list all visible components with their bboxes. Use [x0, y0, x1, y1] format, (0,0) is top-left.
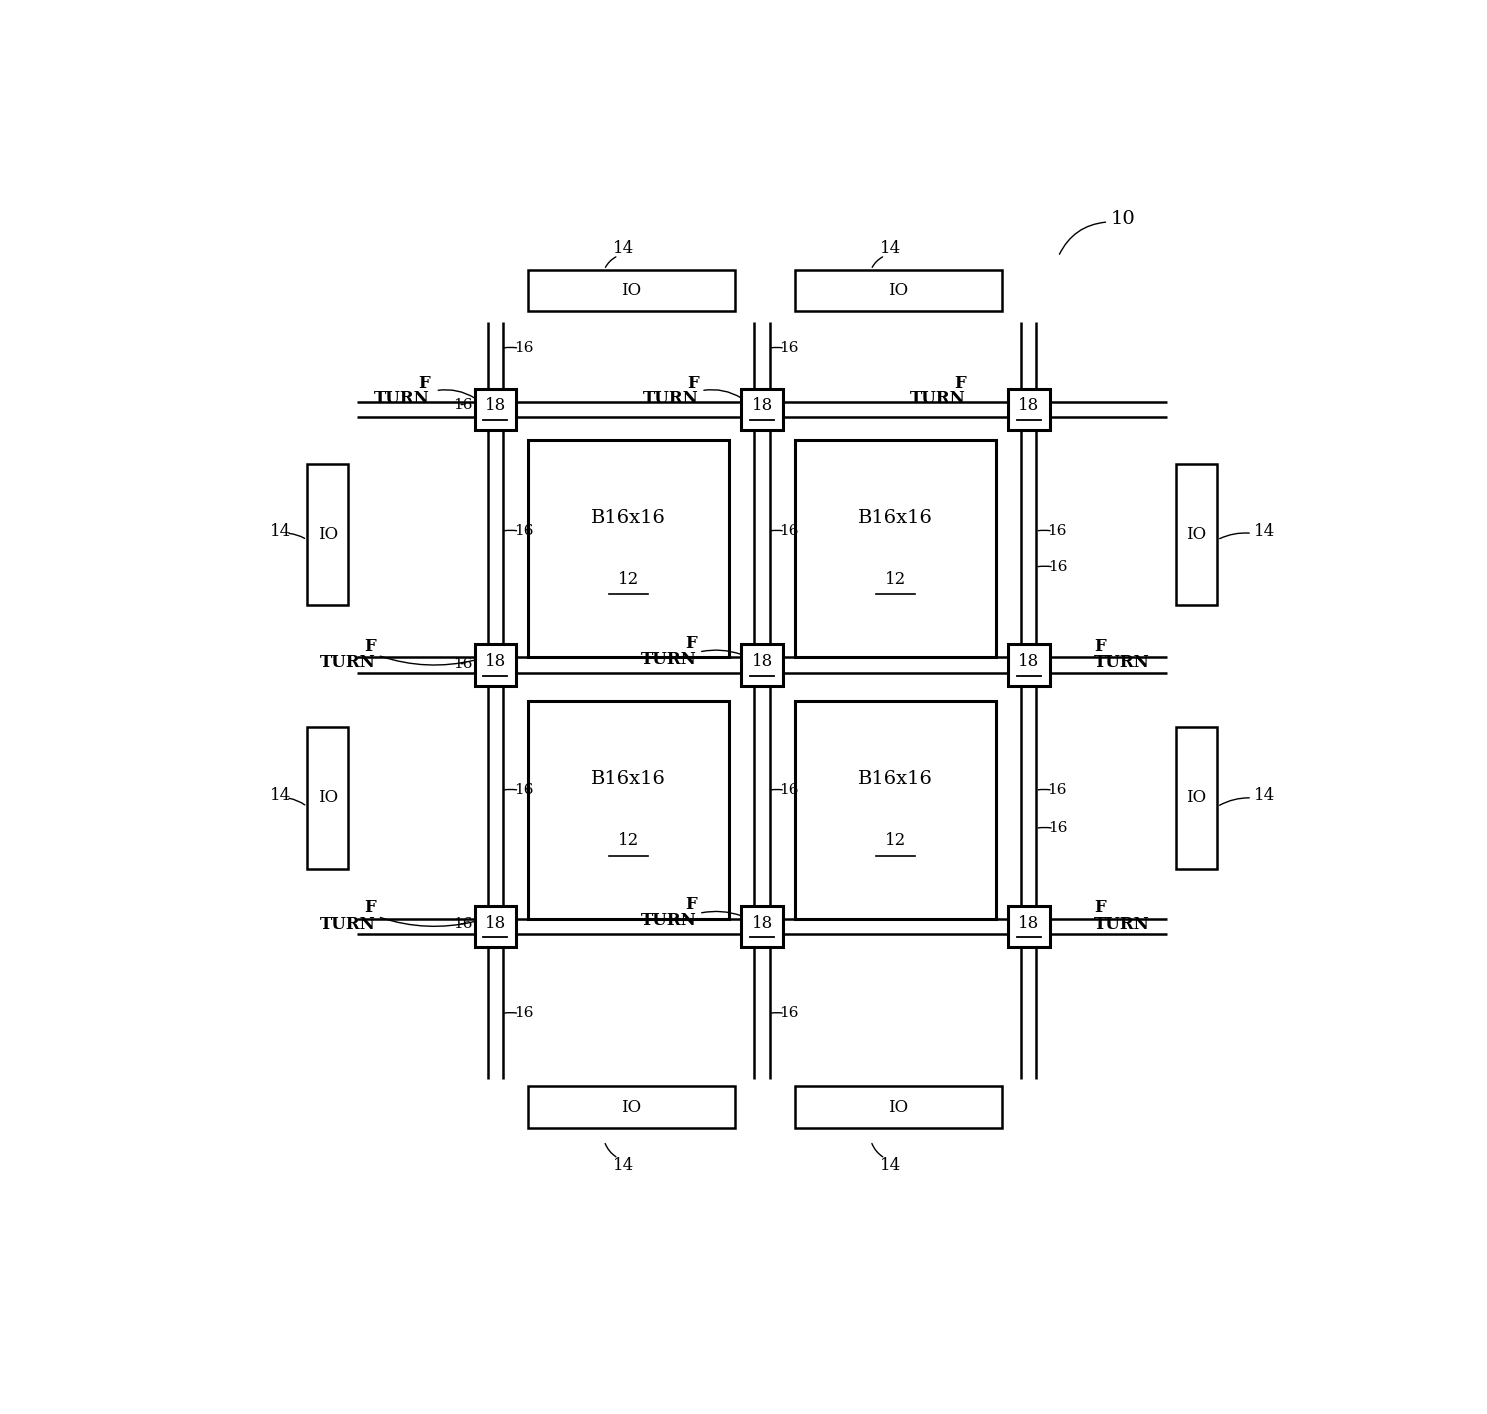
Text: 16: 16 [1047, 525, 1066, 539]
Text: 14: 14 [1254, 788, 1276, 805]
Text: F: F [1094, 638, 1106, 655]
Text: B16x16: B16x16 [592, 771, 666, 789]
Text: IO: IO [318, 789, 338, 806]
Text: 16: 16 [454, 658, 473, 672]
Text: F: F [364, 638, 376, 655]
Text: 14: 14 [1254, 523, 1276, 540]
Text: TURN: TURN [320, 916, 376, 933]
Text: 14: 14 [271, 788, 291, 805]
Text: 16: 16 [1048, 822, 1068, 836]
Text: 16: 16 [779, 783, 799, 797]
Text: TURN: TURN [1094, 655, 1149, 672]
Text: 14: 14 [880, 1158, 901, 1175]
Bar [1008, 645, 1050, 686]
Text: 18: 18 [751, 653, 773, 670]
Text: IO: IO [1187, 789, 1206, 806]
Text: 18: 18 [1019, 915, 1039, 932]
Text: 18: 18 [485, 397, 506, 414]
Text: 18: 18 [1019, 653, 1039, 670]
Bar [528, 270, 735, 311]
Text: F: F [686, 635, 697, 652]
Text: 16: 16 [515, 525, 534, 539]
Text: 16: 16 [515, 783, 534, 797]
Text: F: F [686, 896, 697, 913]
Bar [528, 1086, 735, 1128]
Text: 18: 18 [751, 915, 773, 932]
Text: 16: 16 [515, 341, 534, 355]
Text: 10: 10 [1111, 209, 1135, 228]
Text: B16x16: B16x16 [858, 771, 932, 789]
Bar [474, 645, 516, 686]
Bar [794, 701, 996, 919]
Text: 16: 16 [1048, 560, 1068, 574]
Text: 18: 18 [1019, 397, 1039, 414]
Text: F: F [1094, 899, 1106, 916]
Text: 18: 18 [485, 915, 506, 932]
Text: 18: 18 [751, 397, 773, 414]
Bar [306, 464, 348, 605]
Text: IO: IO [888, 281, 909, 298]
Bar [474, 906, 516, 947]
Text: 14: 14 [271, 523, 291, 540]
Text: 14: 14 [613, 1158, 635, 1175]
Bar [528, 440, 730, 658]
Text: IO: IO [622, 1099, 641, 1116]
Text: 12: 12 [619, 831, 639, 848]
Bar [1008, 389, 1050, 430]
Text: TURN: TURN [375, 390, 430, 407]
Text: 14: 14 [613, 239, 635, 256]
Text: B16x16: B16x16 [858, 509, 932, 527]
Text: IO: IO [1187, 526, 1206, 543]
Text: 16: 16 [515, 1007, 534, 1021]
Bar [742, 645, 782, 686]
Text: TURN: TURN [320, 655, 376, 672]
Text: 16: 16 [454, 918, 473, 932]
Text: IO: IO [318, 526, 338, 543]
Text: 12: 12 [885, 571, 906, 588]
Text: F: F [955, 375, 965, 392]
Bar [1176, 727, 1218, 868]
Bar [306, 727, 348, 868]
Text: 16: 16 [779, 525, 799, 539]
Text: TURN: TURN [1094, 916, 1149, 933]
Text: IO: IO [622, 281, 641, 298]
Text: 14: 14 [880, 239, 901, 256]
Bar [742, 389, 782, 430]
Text: F: F [364, 899, 376, 916]
Text: TURN: TURN [641, 912, 697, 929]
Text: F: F [687, 375, 699, 392]
Bar [794, 270, 1002, 311]
Bar [528, 701, 730, 919]
Bar [474, 389, 516, 430]
Text: F: F [418, 375, 430, 392]
Text: IO: IO [888, 1099, 909, 1116]
Text: TURN: TURN [641, 650, 697, 669]
Bar [1008, 906, 1050, 947]
Bar [794, 440, 996, 658]
Text: 12: 12 [885, 831, 906, 848]
Text: 16: 16 [1047, 783, 1066, 797]
Bar [742, 906, 782, 947]
Text: 16: 16 [454, 397, 473, 411]
Bar [794, 1086, 1002, 1128]
Text: 16: 16 [779, 1007, 799, 1021]
Text: TURN: TURN [644, 390, 699, 407]
Text: TURN: TURN [910, 390, 965, 407]
Text: 12: 12 [619, 571, 639, 588]
Text: B16x16: B16x16 [592, 509, 666, 527]
Bar [1176, 464, 1218, 605]
Text: 18: 18 [485, 653, 506, 670]
Text: 16: 16 [779, 341, 799, 355]
